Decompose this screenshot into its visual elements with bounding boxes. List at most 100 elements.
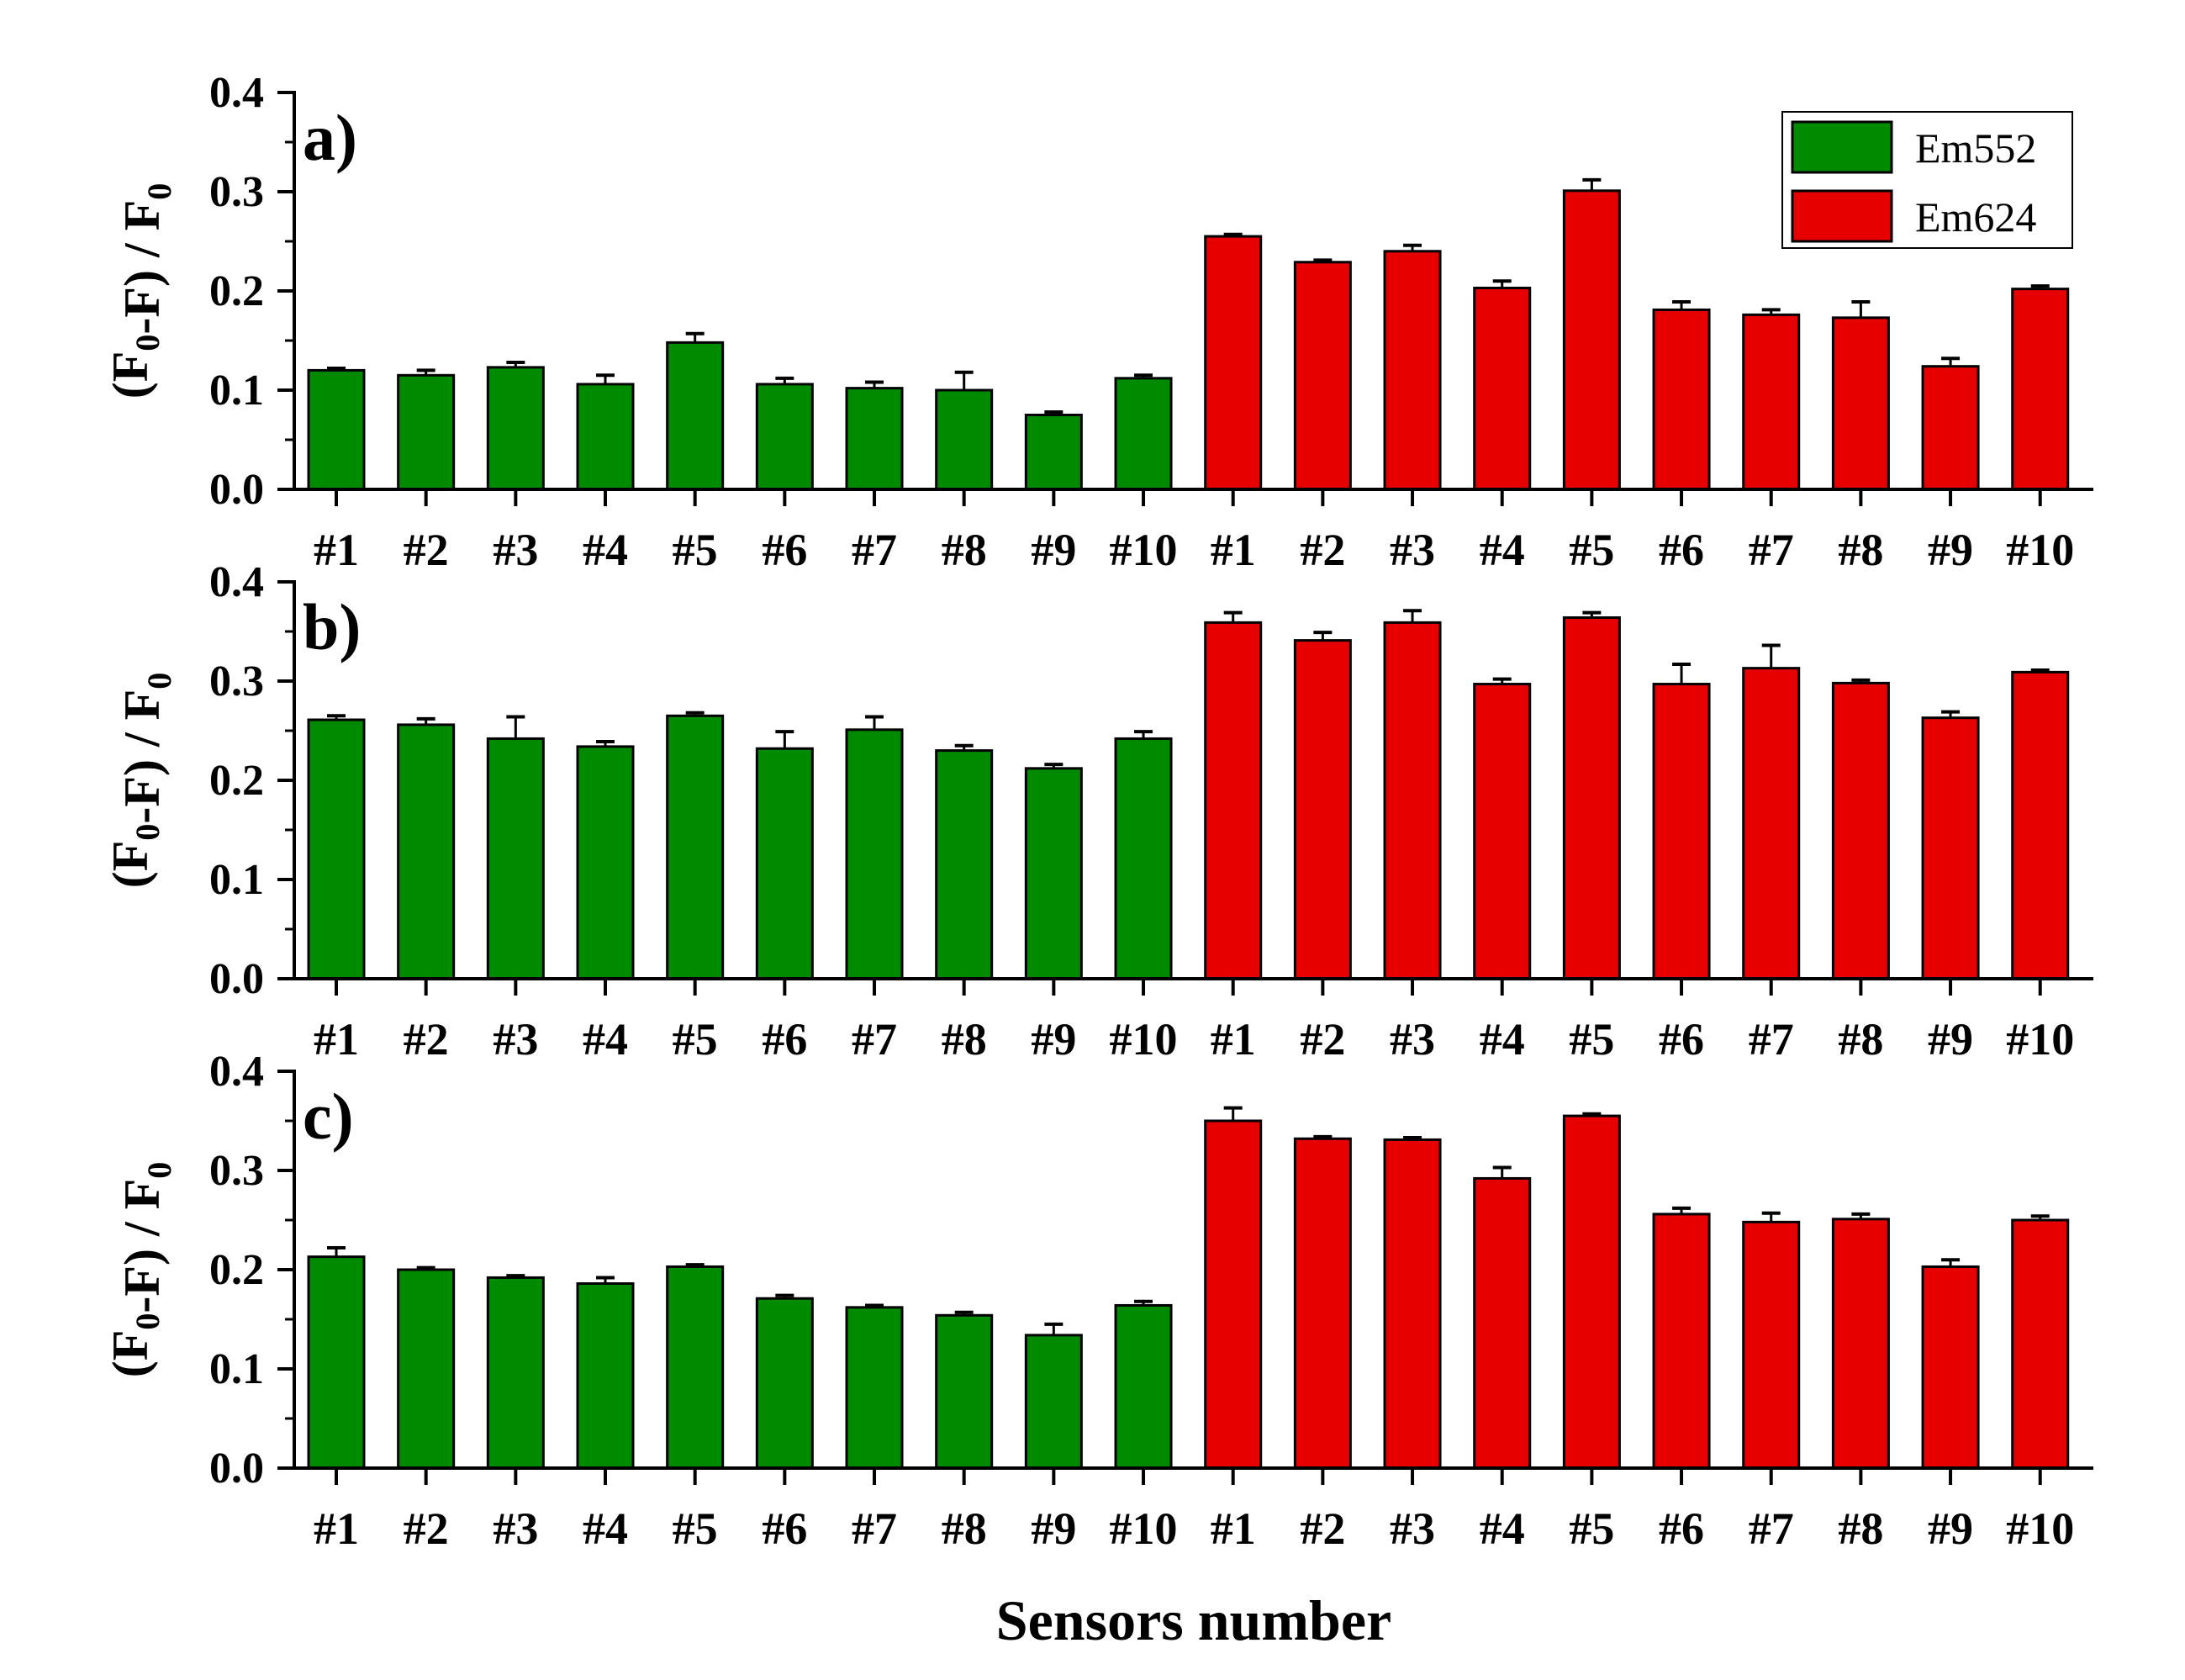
x-tick-label: #7: [852, 1503, 897, 1554]
x-tick-label: #1: [1211, 525, 1256, 575]
bar-em552-9: [1024, 767, 1083, 980]
x-tick-label: #5: [1569, 1014, 1614, 1065]
x-tick-label: #5: [1569, 525, 1614, 575]
x-tick-label: #6: [762, 1014, 807, 1065]
y-tick-label: 0.1: [209, 367, 264, 415]
bar-em552-10: [1114, 1303, 1173, 1470]
bar-em552-8: [935, 1313, 994, 1470]
bar-em552-9: [1024, 1334, 1083, 1470]
x-tick-label: #3: [493, 1014, 538, 1065]
y-axis-title: (F0-F) / F0: [103, 183, 178, 399]
bar-em552-3: [486, 1276, 545, 1470]
x-tick-label: #5: [1569, 1503, 1614, 1554]
bar-em552-10: [1114, 377, 1173, 491]
x-tick-label: #9: [1928, 1014, 1973, 1065]
bar-em552-2: [397, 373, 456, 491]
panel-label: c): [303, 1080, 354, 1153]
bar-em552-4: [576, 383, 635, 491]
x-tick-label: #6: [762, 525, 807, 575]
x-tick-label: #1: [1211, 1503, 1256, 1554]
x-tick-label: #1: [314, 1503, 359, 1554]
bar-em624-2: [1293, 261, 1352, 491]
bar-em624-10: [2011, 670, 2070, 980]
x-tick-label: #4: [1480, 1503, 1525, 1554]
y-axis-title: (F0-F) / F0: [103, 1162, 178, 1378]
bar-em624-8: [1831, 1218, 1890, 1470]
panel-label: a): [303, 101, 357, 174]
x-tick-label: #5: [673, 1014, 718, 1065]
x-tick-label: #5: [673, 1503, 718, 1554]
bar-em552-3: [486, 737, 545, 980]
x-tick-label: #4: [583, 525, 628, 575]
bar-em552-6: [755, 1297, 814, 1470]
bar-em552-8: [935, 388, 994, 491]
x-tick-label: #6: [762, 1503, 807, 1554]
y-tick-label: 0.4: [209, 558, 264, 606]
bar-em624-9: [1921, 365, 1980, 491]
x-tick-label: #1: [314, 525, 359, 575]
x-tick-label: #3: [1390, 1014, 1435, 1065]
bar-em624-4: [1473, 286, 1532, 491]
bar-em552-2: [397, 723, 456, 980]
bar-em624-6: [1652, 683, 1711, 980]
y-tick-label: 0.4: [209, 69, 264, 117]
panel-1: 0.0 0.1 0.2 0.3 0.4 #1 #2 #3 #4 #5 #6 #7 #8 #9 #10 #1 #2…: [103, 69, 2093, 575]
legend-label-em552: Em552: [1915, 124, 2036, 172]
x-tick-label: #6: [1659, 1014, 1704, 1065]
y-tick-label: 0.3: [209, 658, 264, 705]
bar-em624-4: [1473, 1176, 1532, 1470]
x-tick-label: #9: [1928, 525, 1973, 575]
bar-em624-10: [2011, 288, 2070, 491]
x-tick-label: #4: [1480, 1014, 1525, 1065]
bar-em552-6: [755, 383, 814, 491]
x-tick-label: #3: [493, 525, 538, 575]
bar-em624-5: [1562, 189, 1621, 491]
bar-em624-1: [1204, 235, 1263, 491]
bar-em552-1: [307, 718, 366, 980]
bar-em552-7: [845, 1306, 904, 1470]
bar-em552-2: [397, 1268, 456, 1470]
legend-swatch-em624: [1791, 189, 1893, 243]
x-tick-label: #10: [2006, 1503, 2074, 1554]
x-tick-label: #7: [1749, 525, 1794, 575]
y-tick-label: 0.0: [209, 955, 264, 1003]
x-tick-label: #4: [583, 1014, 628, 1065]
bar-em552-4: [576, 745, 635, 980]
x-tick-label: #10: [2006, 525, 2074, 575]
x-tick-label: #3: [493, 1503, 538, 1554]
bar-em552-5: [666, 1265, 725, 1470]
y-tick-label: 0.2: [209, 267, 264, 315]
bar-em624-1: [1204, 621, 1263, 980]
bar-em624-2: [1293, 639, 1352, 980]
x-tick-label: #4: [583, 1503, 628, 1554]
legend: Em552 Em624: [1781, 111, 2073, 249]
bar-em624-5: [1562, 1114, 1621, 1470]
x-tick-label: #2: [404, 525, 449, 575]
bar-em552-7: [845, 387, 904, 491]
legend-swatch-em552: [1791, 120, 1893, 174]
bar-em624-9: [1921, 716, 1980, 980]
bar-em552-10: [1114, 737, 1173, 980]
x-tick-label: #2: [404, 1014, 449, 1065]
y-tick-label: 0.0: [209, 466, 264, 514]
bar-em552-1: [307, 368, 366, 491]
x-tick-label: #9: [1031, 1503, 1076, 1554]
x-tick-label: #8: [1838, 1503, 1883, 1554]
bar-em624-7: [1742, 667, 1801, 980]
panel-2: 0.0 0.1 0.2 0.3 0.4 #1 #2 #3 #4 #5 #6 #7 #8 #9 #10 #1 #2…: [103, 558, 2093, 1065]
y-tick-label: 0.3: [209, 1147, 264, 1195]
x-tick-label: #4: [1480, 525, 1525, 575]
y-tick-label: 0.3: [209, 168, 264, 216]
y-tick-label: 0.4: [209, 1048, 264, 1096]
bar-em624-8: [1831, 681, 1890, 980]
x-tick-label: #6: [1659, 1503, 1704, 1554]
x-tick-label: #8: [942, 1014, 987, 1065]
x-tick-label: #1: [1211, 1014, 1256, 1065]
bar-em624-5: [1562, 615, 1621, 980]
x-tick-label: #9: [1031, 1014, 1076, 1065]
bar-em624-9: [1921, 1265, 1980, 1470]
bar-em624-4: [1473, 683, 1532, 980]
bar-em624-8: [1831, 316, 1890, 491]
